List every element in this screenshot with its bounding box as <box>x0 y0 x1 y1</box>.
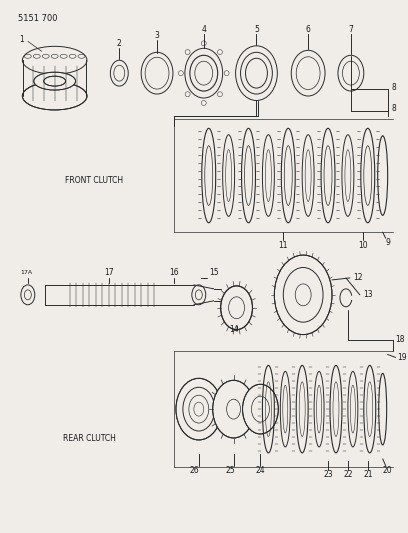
Text: 3: 3 <box>155 31 160 40</box>
Text: 8: 8 <box>392 104 397 114</box>
Text: 9: 9 <box>385 238 390 247</box>
Text: 26: 26 <box>189 466 199 475</box>
Text: 13: 13 <box>363 290 373 300</box>
Text: REAR CLUTCH: REAR CLUTCH <box>63 434 116 443</box>
Ellipse shape <box>221 286 253 329</box>
Text: 8: 8 <box>392 83 397 92</box>
Text: 22: 22 <box>343 470 353 479</box>
Text: 5151 700: 5151 700 <box>18 13 58 22</box>
Text: FRONT CLUTCH: FRONT CLUTCH <box>65 176 124 185</box>
Text: 19: 19 <box>398 353 407 362</box>
Text: 14: 14 <box>229 325 238 334</box>
Text: 17: 17 <box>104 269 114 278</box>
Text: 16: 16 <box>169 269 179 278</box>
Ellipse shape <box>176 378 222 440</box>
Text: 10: 10 <box>358 240 368 249</box>
Text: 1: 1 <box>20 35 24 44</box>
Ellipse shape <box>22 82 87 110</box>
Text: 20: 20 <box>383 466 392 475</box>
Text: 23: 23 <box>323 470 333 479</box>
Ellipse shape <box>274 255 332 335</box>
Text: 11: 11 <box>279 240 288 249</box>
Text: 7: 7 <box>348 25 353 34</box>
Text: 15: 15 <box>209 269 218 278</box>
Ellipse shape <box>213 381 255 438</box>
Text: 17A: 17A <box>20 270 32 276</box>
Text: 12: 12 <box>353 273 362 282</box>
Ellipse shape <box>44 76 66 86</box>
Text: 6: 6 <box>306 25 310 34</box>
Text: 5: 5 <box>254 25 259 34</box>
Text: 24: 24 <box>256 466 265 475</box>
Ellipse shape <box>242 384 278 434</box>
Ellipse shape <box>34 72 75 90</box>
Text: 2: 2 <box>117 39 122 48</box>
Text: 18: 18 <box>396 335 405 344</box>
Text: 25: 25 <box>226 466 235 475</box>
Text: 21: 21 <box>363 470 373 479</box>
Text: 4: 4 <box>201 25 206 34</box>
